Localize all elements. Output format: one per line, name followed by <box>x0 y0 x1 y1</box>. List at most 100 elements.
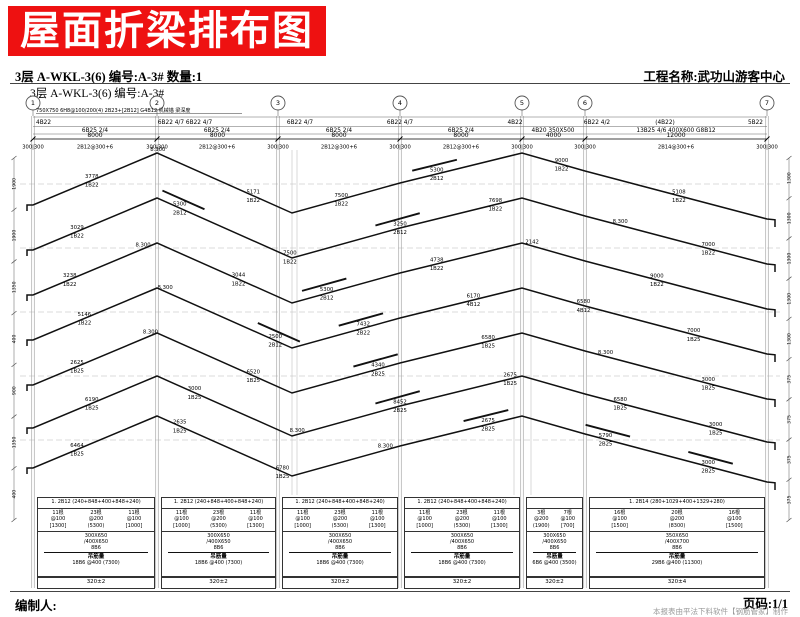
rebar-length-label: 5790 <box>599 433 613 439</box>
rebar-spec-label: 2B12 <box>430 176 444 182</box>
rebar-length-label: 6580 <box>577 299 591 305</box>
rebar-length-label: 7500 <box>335 193 349 199</box>
span-dim-value: 8000 <box>331 132 346 139</box>
rebar-length-label: 8.300 <box>598 350 614 356</box>
rebar-length-label: 8.300 <box>613 219 629 225</box>
rebar-length-label: 7500 <box>283 251 297 257</box>
rebar-length-label: 8.300 <box>150 147 166 153</box>
rebar-spec-label: 4B12 <box>577 308 591 314</box>
header-row: 3层 A-WKL-3(6) 编号:A-3# 数量:1 工程名称:武功山游客中心 <box>10 66 790 84</box>
footer-divider <box>10 591 790 592</box>
rebar-length-label: 3044 <box>232 273 246 279</box>
axis-bubble <box>514 95 530 111</box>
rebar-spec-label: 2B25 <box>599 442 613 448</box>
extra-bar-segment <box>688 451 734 465</box>
axis-bubble <box>149 95 165 111</box>
right-elevation-dim: 1300 <box>787 212 793 224</box>
rebar-spec-label: 4B12 <box>467 302 481 308</box>
rebar-length-label: 5146 <box>78 312 92 318</box>
extra-bar-segment <box>338 312 384 327</box>
rebar-length-label: 4738 <box>430 257 444 263</box>
folded-beam-line <box>26 415 776 490</box>
stirrup-span-label: 2B12@300+6 <box>199 145 235 151</box>
rebar-spec-label: 1B22 <box>232 281 246 287</box>
rebar-length-label: 3778 <box>85 174 99 180</box>
extra-bar-segment <box>411 158 458 172</box>
side-dim-tick <box>11 414 17 419</box>
side-dim-tick <box>786 477 792 483</box>
page-title: 屋面折梁排布图 <box>8 6 326 56</box>
rebar-length-label: 3000 <box>702 377 716 383</box>
dim-tick <box>582 136 588 142</box>
left-elevation-dim: 1350 <box>12 437 18 449</box>
folded-beam-line <box>26 287 776 362</box>
beam-sub-id-label: 3层 A-WKL-3(6) 编号:A-3# <box>30 88 165 100</box>
rebar-length-label: 6170 <box>467 293 481 299</box>
rebar-spec-label: 1B25 <box>709 431 723 437</box>
rebar-spec-label: 1B22 <box>650 282 664 288</box>
stirrup-support-label: 300|300 <box>146 145 168 151</box>
dim-tick <box>519 136 525 142</box>
rebar-length-label: 2625 <box>70 360 83 366</box>
stirrup-span-label: 2B12@300+6 <box>321 145 357 151</box>
side-dim-tick <box>11 259 17 264</box>
dim-tick <box>275 136 281 142</box>
rebar-length-label: 2635 <box>173 420 186 426</box>
rebar-length-label: 7000 <box>702 242 716 248</box>
span-rebar-label: 4B20 350X500 <box>532 128 575 134</box>
left-elevation-dim: 900 <box>12 386 18 395</box>
axis-bubble <box>392 95 408 111</box>
left-elevation-dim: 1350 <box>12 281 18 293</box>
side-dim-tick <box>786 316 792 322</box>
rebar-spec-label: 1B25 <box>70 452 84 458</box>
support-rebar-label: (4B22) <box>655 120 675 126</box>
rebar-length-label: 3000 <box>188 386 202 392</box>
right-elevation-dim: 1300 <box>787 172 793 184</box>
rebar-spec-label: 2B12 <box>393 230 407 236</box>
side-dim-tick <box>786 195 792 201</box>
dim-tick <box>397 136 403 142</box>
side-dim-tick <box>11 155 17 161</box>
stirrup-support-label: 300|300 <box>389 145 411 151</box>
extra-bar-segment <box>301 277 347 292</box>
extra-bar-segment <box>585 423 631 438</box>
span-rebar-label: 6B25 2/4 <box>204 128 231 134</box>
extra-bar-segment <box>463 409 509 423</box>
rebar-length-label: 2142 <box>525 239 538 245</box>
span-rebar-label: 6B25 2/4 <box>326 128 353 134</box>
dim-tick <box>154 136 160 142</box>
extra-bar-segment <box>375 390 421 405</box>
rebar-length-label: 8.300 <box>158 285 174 291</box>
support-rebar-label: 6B22 4/2 <box>584 120 611 126</box>
rebar-spec-label: 1B22 <box>283 259 297 265</box>
span-dim-value: 12000 <box>666 132 685 139</box>
rebar-spec-label: 2B25 <box>393 408 407 414</box>
right-elevation-dim: 375 <box>787 375 793 384</box>
rebar-length-label: 8.300 <box>136 242 152 248</box>
left-elevation-dim: 1900 <box>12 230 18 242</box>
rebar-spec-label: 1B25 <box>503 381 517 387</box>
side-dim-tick <box>786 356 792 362</box>
rebar-spec-label: 1B22 <box>555 166 569 172</box>
rebar-spec-label: 2B22 <box>356 330 370 336</box>
rebar-length-label: 3000 <box>702 460 716 466</box>
rebar-length-label: 8.300 <box>143 329 159 335</box>
rebar-length-label: 3000 <box>709 422 723 428</box>
span-rebar-label: 13B25 4/6 400X600 G8B12 <box>636 128 716 134</box>
rebar-spec-label: 1B25 <box>276 474 290 480</box>
rebar-length-label: 8452 <box>393 400 406 406</box>
rebar-spec-label: 1B22 <box>489 207 503 213</box>
rebar-spec-label: 1B25 <box>173 428 187 434</box>
rebar-length-label: 9000 <box>650 273 664 279</box>
rebar-length-label: 6580 <box>613 397 627 403</box>
support-rebar-label: 4B22 <box>507 120 522 126</box>
folded-beam-line <box>26 375 776 450</box>
rebar-spec-label: 2B25 <box>481 427 495 433</box>
rebar-spec-label: 1B22 <box>85 183 99 189</box>
span-dim-value: 8000 <box>87 132 102 139</box>
side-dim-tick <box>11 466 17 471</box>
rebar-length-label: 7000 <box>687 328 701 334</box>
right-elevation-dim: 1300 <box>787 253 793 265</box>
